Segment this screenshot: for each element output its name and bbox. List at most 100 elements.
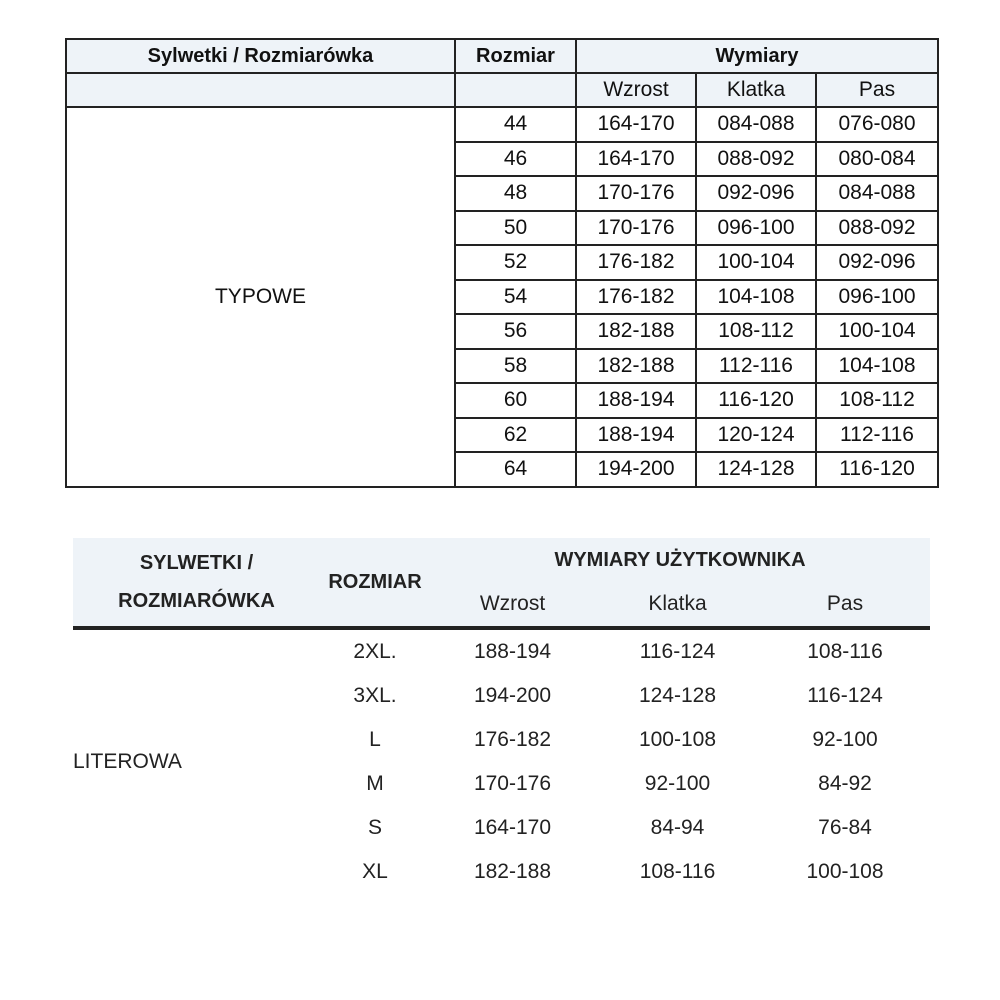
table-subheader-row: Wzrost Klatka Pas xyxy=(73,582,931,630)
waist-cell: 092-096 xyxy=(814,244,940,281)
chest-cell: 084-088 xyxy=(695,106,817,143)
waist-cell: 076-080 xyxy=(814,106,940,143)
size-cell: 44 xyxy=(454,106,577,143)
chest-cell: 108-112 xyxy=(695,313,817,350)
header-size: ROZMIAR xyxy=(320,538,430,630)
header-size: Rozmiar xyxy=(454,38,577,74)
waist-cell: 096-100 xyxy=(814,278,940,315)
table-row: 48 170-176 092-096 084-088 xyxy=(66,175,940,212)
table-row: 54 176-182 104-108 096-100 xyxy=(66,278,940,315)
chest-cell: 112-116 xyxy=(695,347,817,384)
height-cell: 176-182 xyxy=(575,278,697,315)
subheader-height: Wzrost xyxy=(575,72,697,108)
table-row: S 164-170 84-94 76-84 xyxy=(73,806,930,850)
size-cell: 3XL. xyxy=(353,684,397,707)
size-cell: XL xyxy=(362,860,388,883)
size-cell: 54 xyxy=(454,278,577,315)
chest-cell: 092-096 xyxy=(695,175,817,212)
table-row: 56 182-188 108-112 100-104 xyxy=(66,313,940,350)
size-table-typowe: Sylwetki / Rozmiarówka Rozmiar Wymiary W… xyxy=(65,38,940,488)
size-cell: 48 xyxy=(454,175,577,212)
size-cell: L xyxy=(369,728,381,751)
waist-cell: 76-84 xyxy=(818,816,872,839)
table-row: 62 188-194 120-124 112-116 xyxy=(66,416,940,453)
height-cell: 170-176 xyxy=(575,175,697,212)
size-cell: 60 xyxy=(454,382,577,419)
height-cell: 164-170 xyxy=(473,816,552,839)
chest-cell: 92-100 xyxy=(644,772,711,795)
waist-cell: 116-120 xyxy=(814,451,940,488)
table-row: 60 188-194 116-120 108-112 xyxy=(66,382,940,419)
height-cell: 182-188 xyxy=(575,313,697,350)
table-row: 50 170-176 096-100 088-092 xyxy=(66,209,940,246)
size-cell: M xyxy=(366,772,384,795)
chest-cell: 104-108 xyxy=(695,278,817,315)
waist-cell: 100-104 xyxy=(814,313,940,350)
chest-cell: 088-092 xyxy=(695,140,817,177)
header-silhouette: Sylwetki / Rozmiarówka xyxy=(65,38,456,74)
waist-cell: 108-112 xyxy=(814,382,940,419)
subheader-waist: Pas xyxy=(814,72,940,108)
size-cell: S xyxy=(367,816,382,839)
chest-cell: 116-124 xyxy=(639,640,716,663)
subheader-chest: Klatka xyxy=(695,72,817,108)
waist-cell: 92-100 xyxy=(812,728,878,751)
chest-cell: 096-100 xyxy=(695,209,817,246)
chest-cell: 84-94 xyxy=(650,816,705,839)
size-cell: 64 xyxy=(454,451,577,488)
height-cell: 164-170 xyxy=(575,140,697,177)
table-row: L 176-182 100-108 92-100 xyxy=(73,718,930,762)
height-cell: 188-194 xyxy=(473,640,552,663)
height-cell: 194-200 xyxy=(575,451,697,488)
waist-cell: 100-108 xyxy=(806,860,884,883)
height-cell: 194-200 xyxy=(473,684,552,707)
table-row: XL 182-188 108-116 100-108 xyxy=(73,850,930,894)
header-silhouette: SYLWETKI / ROZMIARÓWKA xyxy=(73,538,320,630)
table-row: TYPOWE 44 164-170 084-088 076-080 xyxy=(65,106,940,488)
table-header-row: Sylwetki / Rozmiarówka Rozmiar Wymiary xyxy=(65,38,940,74)
waist-cell: 108-116 xyxy=(807,640,883,663)
table-row: 64 194-200 124-128 116-120 xyxy=(66,451,940,488)
size-cell: 56 xyxy=(454,313,577,350)
size-cell: 50 xyxy=(454,209,577,246)
chest-cell: 116-120 xyxy=(695,382,817,419)
waist-cell: 116-124 xyxy=(807,684,883,707)
waist-cell: 104-108 xyxy=(814,347,940,384)
height-cell: 164-170 xyxy=(575,106,697,143)
height-cell: 188-194 xyxy=(575,416,697,453)
height-cell: 182-188 xyxy=(575,347,697,384)
height-cell: 176-182 xyxy=(575,244,697,281)
waist-cell: 084-088 xyxy=(814,175,940,212)
waist-cell: 088-092 xyxy=(814,209,940,246)
size-cell: 58 xyxy=(454,347,577,384)
table-row: 52 176-182 100-104 092-096 xyxy=(66,244,940,281)
height-cell: 170-176 xyxy=(473,772,552,795)
height-cell: 182-188 xyxy=(473,860,552,883)
subheader-height: Wzrost xyxy=(430,582,595,630)
table-subheader-row: Wzrost Klatka Pas xyxy=(65,72,940,108)
size-table-literowa: SYLWETKI / ROZMIARÓWKA ROZMIAR WYMIARY U… xyxy=(73,538,931,894)
group-label: LITEROWA xyxy=(73,750,182,773)
size-cell: 2XL. xyxy=(353,640,397,663)
table-row: 58 182-188 112-116 104-108 xyxy=(66,347,940,384)
subheader-waist: Pas xyxy=(760,582,931,630)
table-header-row: SYLWETKI / ROZMIARÓWKA ROZMIAR WYMIARY U… xyxy=(73,538,931,630)
size-cell: 62 xyxy=(454,416,577,453)
header-measurements: Wymiary xyxy=(574,38,940,74)
group-label: TYPOWE xyxy=(65,106,456,488)
waist-cell: 84-92 xyxy=(818,772,872,795)
chest-cell: 120-124 xyxy=(695,416,817,453)
chest-cell: 124-128 xyxy=(695,451,817,488)
table-row: LITEROWA 2XL. 188-194 116-124 108-116 xyxy=(73,628,930,773)
chest-cell: 124-128 xyxy=(638,684,717,707)
size-cell: 52 xyxy=(454,244,577,281)
chest-cell: 108-116 xyxy=(639,860,716,883)
table-row: M 170-176 92-100 84-92 xyxy=(73,762,930,806)
chest-cell: 100-104 xyxy=(695,244,817,281)
chest-cell: 100-108 xyxy=(638,728,717,751)
table-row: 3XL. 194-200 124-128 116-124 xyxy=(73,674,930,718)
height-cell: 176-182 xyxy=(473,728,552,751)
subheader-chest: Klatka xyxy=(595,582,760,630)
waist-cell: 112-116 xyxy=(814,416,940,453)
table-row: 46 164-170 088-092 080-084 xyxy=(66,140,940,177)
